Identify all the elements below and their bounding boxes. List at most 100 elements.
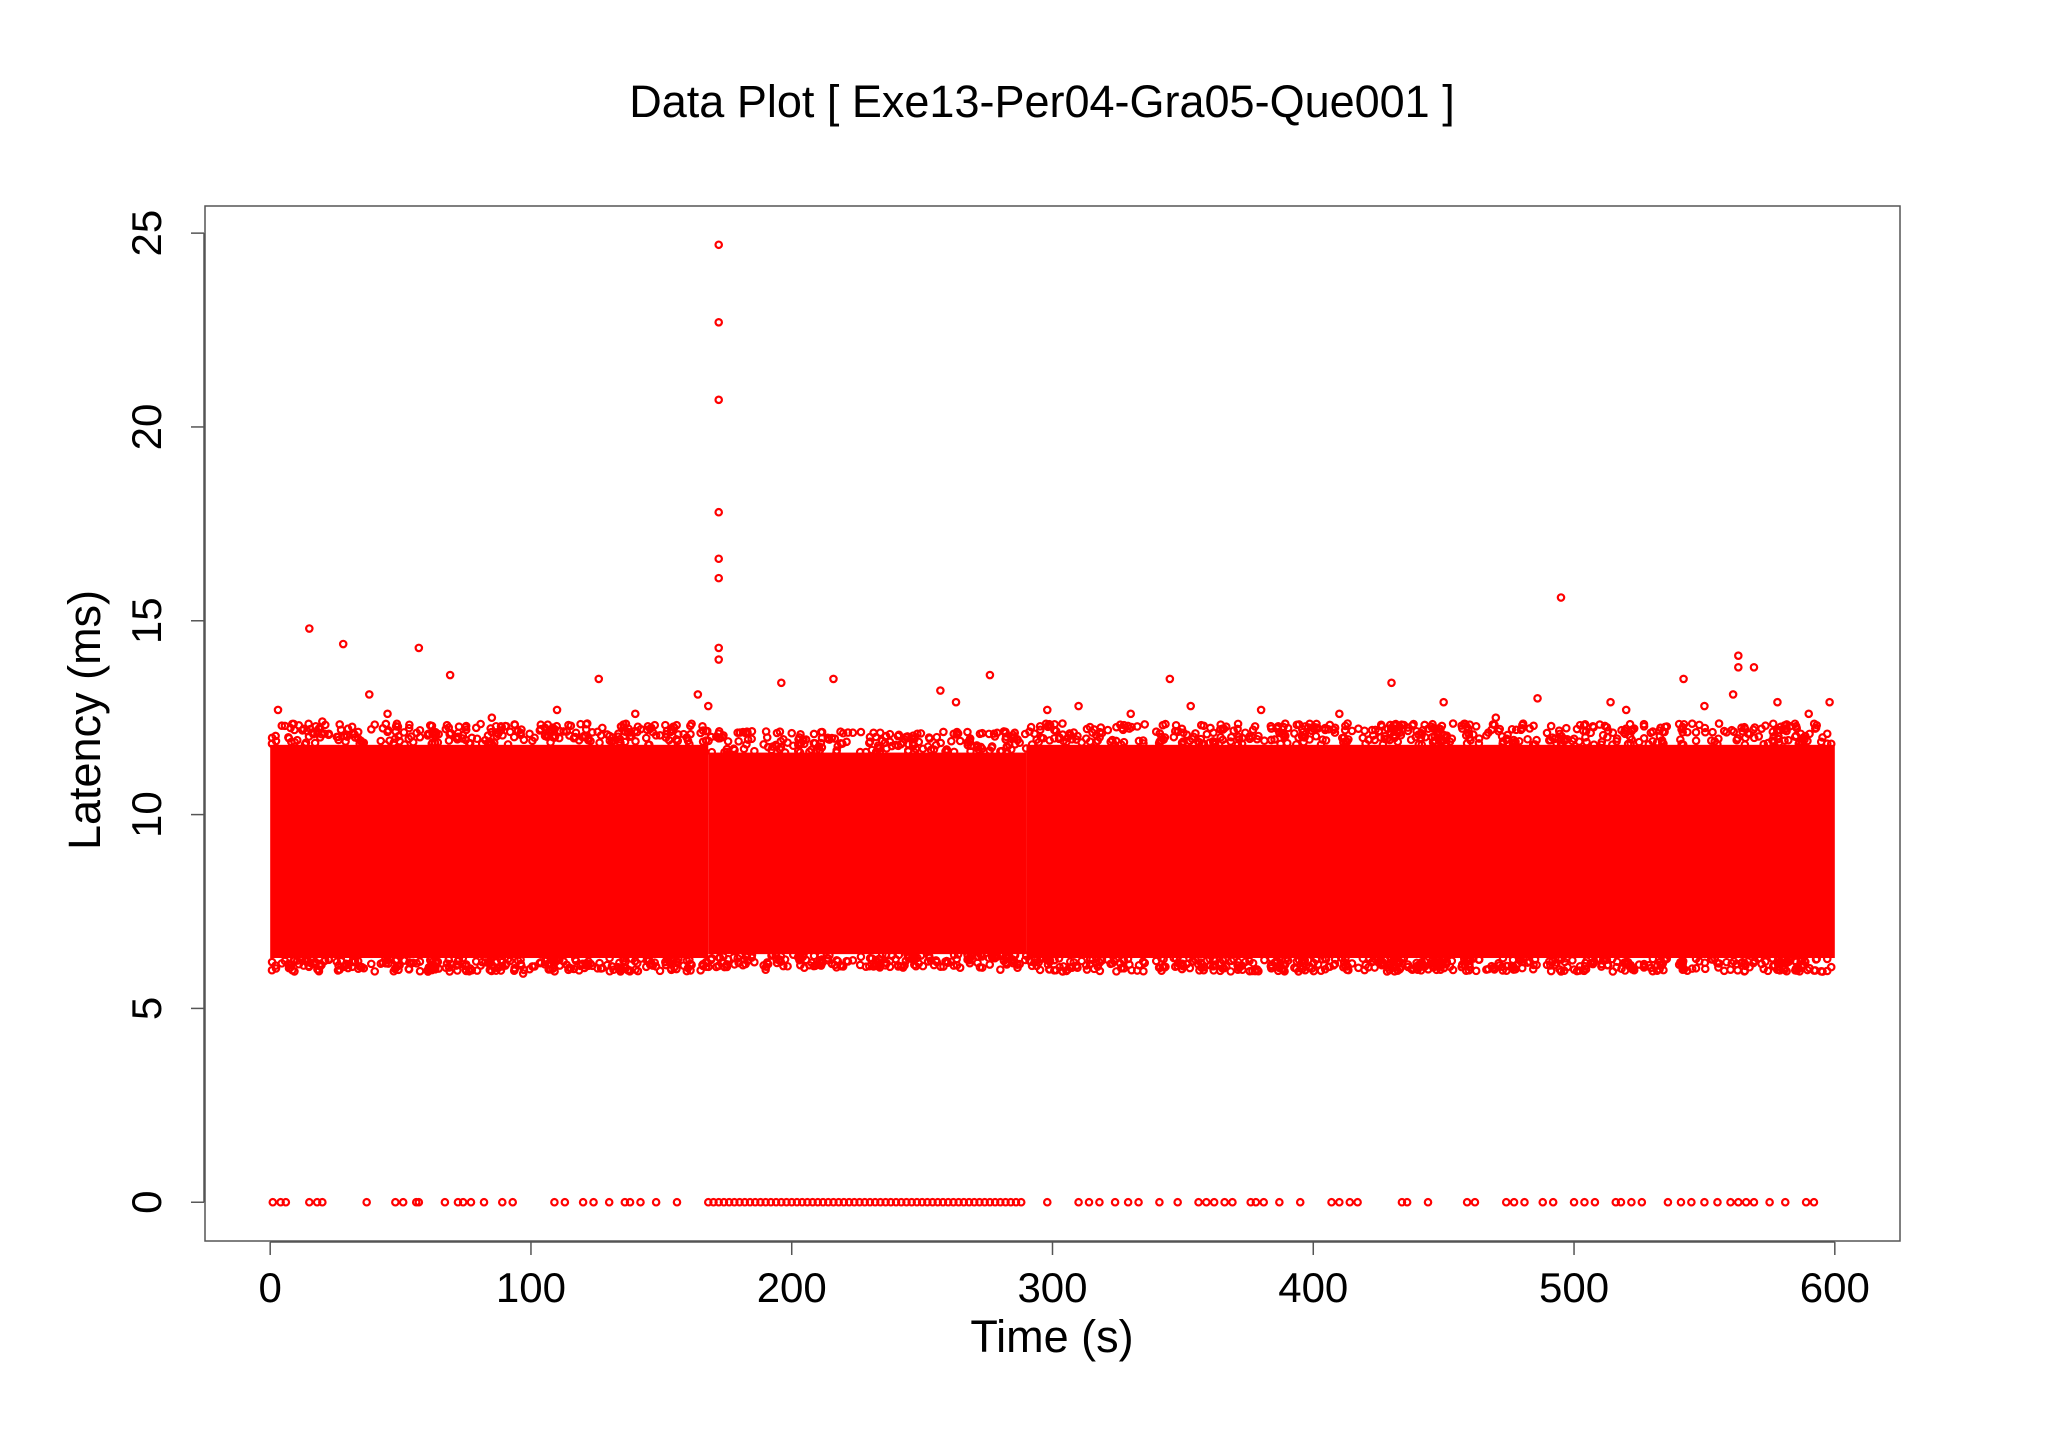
band-edge-point xyxy=(910,748,919,757)
band-edge-point xyxy=(1368,956,1378,966)
band-edge-point xyxy=(1117,723,1127,733)
band-edge-point xyxy=(896,962,906,971)
band-edge-point xyxy=(299,961,308,970)
band-edge-point xyxy=(1216,732,1225,742)
zero-latency-point xyxy=(1538,1197,1548,1207)
band-edge-point xyxy=(451,961,461,970)
band-edge-point xyxy=(1754,953,1764,963)
band-edge-point xyxy=(445,729,454,739)
band-edge-point xyxy=(1001,950,1011,960)
band-edge-point xyxy=(442,720,452,730)
band-edge-point xyxy=(1226,967,1235,976)
band-edge-point xyxy=(428,962,437,972)
zero-latency-point xyxy=(1095,1197,1104,1207)
band-edge-point xyxy=(1434,958,1443,968)
band-edge-point xyxy=(963,950,972,959)
zero-latency-point xyxy=(1123,1197,1133,1207)
band-edge-point xyxy=(1209,739,1218,748)
data-point xyxy=(714,573,724,583)
data-point xyxy=(714,643,724,653)
data-point xyxy=(787,728,797,738)
band-edge-point xyxy=(1170,726,1180,736)
data-point xyxy=(1825,697,1834,707)
band-edge-point xyxy=(1525,957,1535,967)
band-edge-point xyxy=(1059,736,1068,746)
zero-latency-point xyxy=(1402,1197,1412,1207)
zero-latency-point xyxy=(823,1197,833,1207)
band-edge-point xyxy=(1389,720,1399,730)
band-edge-point xyxy=(1490,965,1499,974)
band-edge-point xyxy=(799,963,809,972)
zero-latency-point xyxy=(497,1197,507,1207)
band-edge-point xyxy=(1395,957,1405,967)
x-tick-label: 400 xyxy=(1278,1264,1348,1311)
band-edge-point xyxy=(292,735,302,745)
x-tick-label: 100 xyxy=(496,1264,566,1311)
data-point xyxy=(1178,961,1188,971)
band-edge-point xyxy=(1676,735,1685,744)
zero-latency-point xyxy=(414,1197,424,1207)
x-tick-label: 0 xyxy=(259,1264,282,1311)
band-edge-point xyxy=(310,738,320,748)
band-edge-point xyxy=(936,738,945,748)
band-edge-point xyxy=(1542,728,1552,738)
data-point xyxy=(1749,662,1759,672)
band-edge-point xyxy=(1629,724,1639,733)
data-point xyxy=(630,709,640,719)
band-edge-point xyxy=(605,953,614,963)
band-edge-point xyxy=(1382,734,1392,744)
zero-latency-point xyxy=(709,1197,718,1207)
band-edge-point xyxy=(1767,736,1777,745)
data-point xyxy=(305,624,314,633)
band-edge-point xyxy=(1582,737,1591,747)
data-point xyxy=(714,507,724,517)
chart-title: Data Plot [ Exe13-Per04-Gra05-Que001 ] xyxy=(629,76,1454,127)
band-edge-point xyxy=(1202,729,1212,739)
band-edge-point xyxy=(1320,723,1330,733)
band-edge-point xyxy=(390,734,400,744)
data-point xyxy=(1491,713,1501,722)
band-edge-point xyxy=(408,958,418,968)
band-edge-point xyxy=(696,728,705,738)
band-edge-point xyxy=(347,962,357,972)
data-point xyxy=(1556,593,1566,602)
band-edge-point xyxy=(767,951,776,960)
band-edge-point xyxy=(1227,956,1236,966)
band-edge-point xyxy=(564,720,573,730)
band-edge-point xyxy=(641,733,651,743)
data-point xyxy=(1165,674,1175,684)
band-edge-point xyxy=(357,962,367,972)
zero-latency-point xyxy=(625,1197,635,1207)
band-edge-point xyxy=(1127,722,1136,732)
zero-latency-point xyxy=(1462,1197,1472,1207)
band-edge-point xyxy=(761,727,771,736)
band-edge-point xyxy=(1625,962,1635,972)
band-edge-point xyxy=(1557,954,1566,964)
band-edge-point xyxy=(932,732,942,742)
band-edge-point xyxy=(1597,737,1607,747)
band-edge-point xyxy=(1441,739,1451,749)
band-edge-point xyxy=(861,962,871,971)
band-edge-point xyxy=(941,747,950,756)
zero-latency-point xyxy=(440,1197,450,1207)
band-edge-point xyxy=(1035,954,1045,964)
band-edge-point xyxy=(1687,719,1697,728)
band-edge-point xyxy=(1161,719,1170,729)
band-edge-point xyxy=(783,961,792,971)
zero-latency-point xyxy=(466,1197,476,1207)
band-edge-point xyxy=(332,957,342,967)
zero-latency-point xyxy=(724,1197,734,1207)
zero-latency-point xyxy=(870,1197,880,1207)
data-point xyxy=(761,965,770,974)
data-point xyxy=(1413,965,1422,974)
band-edge-point xyxy=(525,729,534,739)
band-edge-point xyxy=(1377,722,1387,731)
zero-latency-point xyxy=(1423,1197,1433,1207)
band-edge-point xyxy=(952,727,962,737)
zero-latency-point xyxy=(797,1197,807,1207)
zero-latency-point xyxy=(1194,1197,1203,1207)
zero-latency-point xyxy=(560,1197,570,1207)
band-edge-point xyxy=(1278,722,1288,732)
band-edge-point xyxy=(1678,959,1687,969)
band-edge-point xyxy=(1768,719,1778,729)
